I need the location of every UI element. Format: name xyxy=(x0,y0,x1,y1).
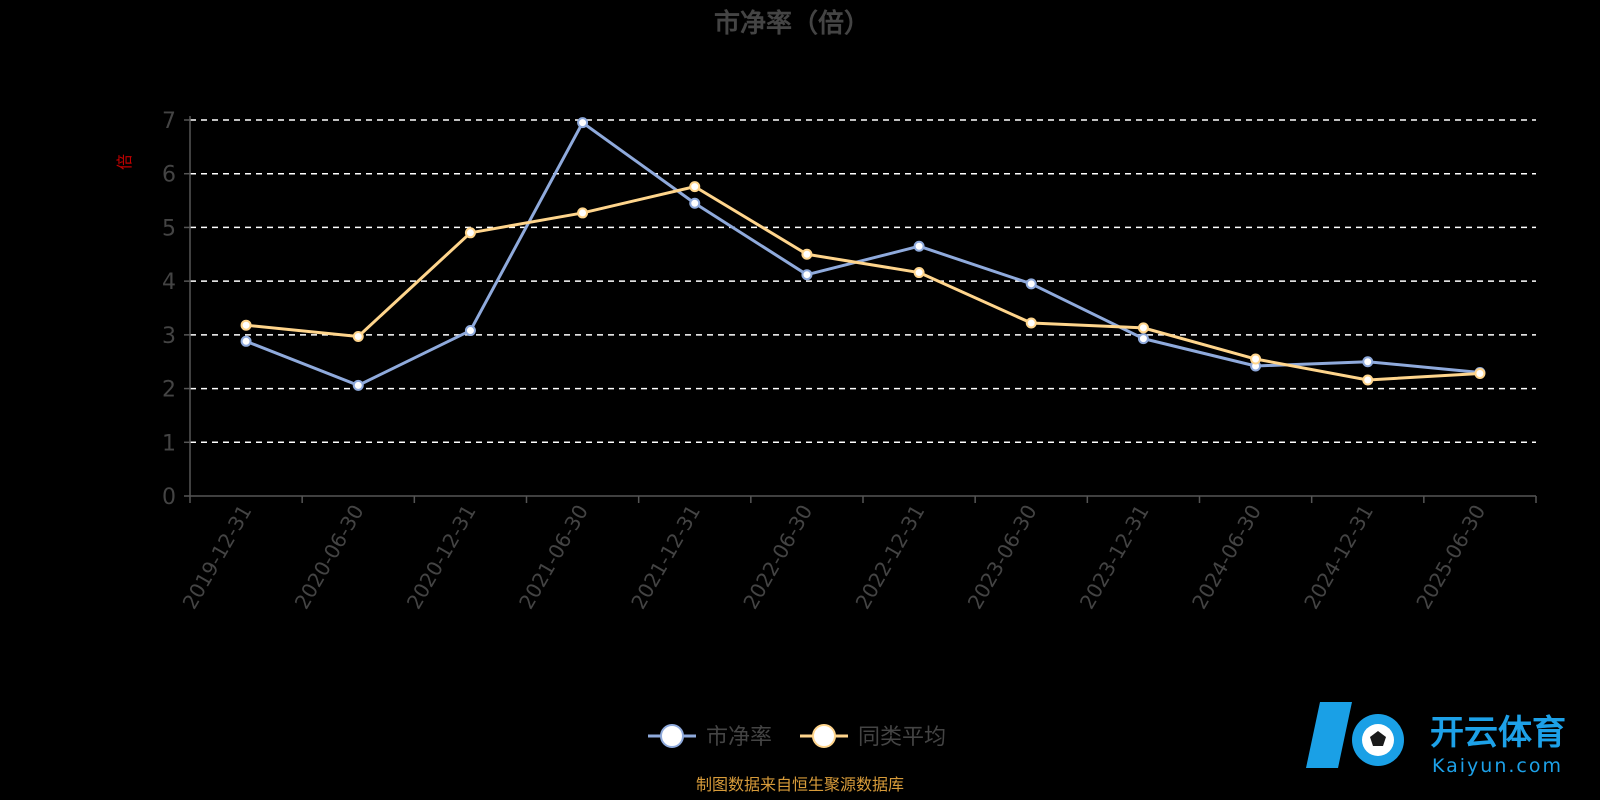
data-point xyxy=(352,330,364,342)
x-tick-labels: 2019-12-31 2020-06-30 2020-12-31 2021-06-30… xyxy=(178,500,1491,613)
x-tick-label: 2023-12-31 xyxy=(1075,501,1154,614)
data-point xyxy=(1025,317,1037,329)
x-tick-label: 2021-06-30 xyxy=(514,501,593,614)
axes xyxy=(184,116,1537,503)
x-tick-label: 2024-06-30 xyxy=(1187,501,1266,614)
grid-lines xyxy=(190,119,1536,444)
logo-name: 开云体育 xyxy=(1430,713,1566,753)
legend-item-0[interactable]: 市净率 xyxy=(648,724,772,750)
chart-title: 市净率（倍） xyxy=(714,8,870,39)
y-axis-unit: 倍 xyxy=(115,154,134,170)
data-point xyxy=(689,181,701,193)
data-point xyxy=(1137,333,1149,345)
data-point xyxy=(801,248,813,260)
series-lines xyxy=(240,117,1486,391)
data-point xyxy=(913,267,925,279)
series-line-1 xyxy=(245,185,1481,382)
y-tick-label: 3 xyxy=(162,324,176,349)
x-tick-label: 2023-06-30 xyxy=(963,501,1042,614)
data-point xyxy=(577,207,589,219)
data-point xyxy=(464,325,476,337)
data-point xyxy=(464,227,476,239)
data-point xyxy=(801,269,813,281)
data-source-footer: 制图数据来自恒生聚源数据库 xyxy=(696,775,904,794)
logo-site: Kaiyun.com xyxy=(1432,755,1563,777)
data-point xyxy=(352,379,364,391)
x-tick-label: 2022-12-31 xyxy=(851,500,930,613)
data-point xyxy=(240,335,252,347)
y-tick-label: 7 xyxy=(162,109,176,134)
y-tick-label: 4 xyxy=(162,270,176,295)
y-tick-label: 6 xyxy=(162,163,176,188)
data-point xyxy=(913,240,925,252)
kaiyun-logo: 开云体育 Kaiyun.com xyxy=(1306,702,1566,777)
x-tick-label: 2025-06-30 xyxy=(1411,501,1490,614)
y-tick-label: 5 xyxy=(162,216,176,241)
y-tick-label: 0 xyxy=(162,485,176,510)
data-point xyxy=(1025,278,1037,290)
series-line-0 xyxy=(245,121,1481,387)
y-tick-labels: 0 1 2 3 4 5 6 7 xyxy=(162,109,176,510)
x-tick-label: 2020-12-31 xyxy=(402,500,481,613)
x-tick-label: 2021-12-31 xyxy=(626,501,705,614)
x-tick-label: 2024-12-31 xyxy=(1299,501,1378,614)
legend-item-1[interactable]: 同类平均 xyxy=(800,724,946,750)
y-tick-label: 1 xyxy=(162,431,176,456)
legend-marker xyxy=(812,724,836,748)
data-point xyxy=(1250,353,1262,365)
data-point xyxy=(689,197,701,209)
data-point xyxy=(1362,374,1374,386)
data-point xyxy=(577,117,589,129)
x-tick-label: 2020-06-30 xyxy=(290,501,369,614)
data-point xyxy=(1474,368,1486,380)
data-point xyxy=(1137,322,1149,334)
x-tick-label: 2022-06-30 xyxy=(738,501,817,614)
legend[interactable]: 市净率 同类平均 xyxy=(648,724,946,750)
y-tick-label: 2 xyxy=(162,378,176,403)
legend-label: 市净率 xyxy=(706,725,772,750)
data-point xyxy=(1362,356,1374,368)
legend-marker xyxy=(660,724,684,748)
data-point xyxy=(240,319,252,331)
x-tick-label: 2019-12-31 xyxy=(178,501,257,614)
legend-label: 同类平均 xyxy=(858,725,946,750)
